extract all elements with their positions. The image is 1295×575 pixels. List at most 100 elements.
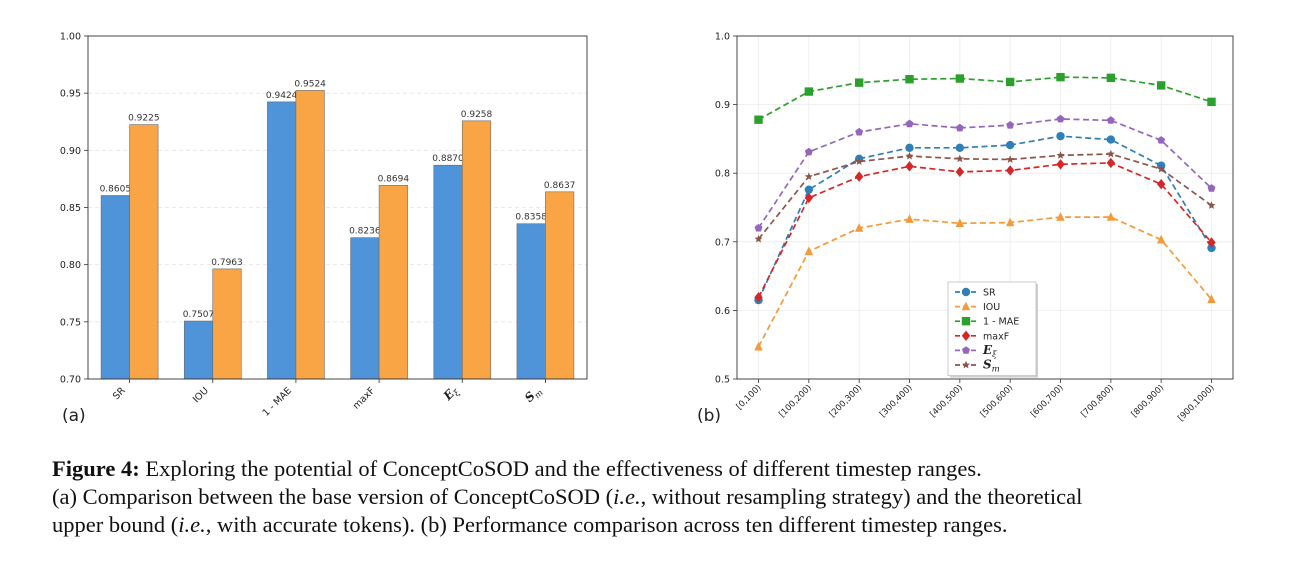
bar-base <box>100 195 130 380</box>
x-tick-label: Sm <box>522 383 546 407</box>
bar-upper <box>378 185 408 380</box>
data-point-sr <box>1207 243 1216 253</box>
data-point-maxf <box>804 192 814 204</box>
x-tick-label: [300,400) <box>878 383 915 420</box>
data-point-e <box>1006 120 1015 129</box>
x-tick-label: SR <box>111 385 128 402</box>
x-tick-label: [100,200) <box>777 383 814 420</box>
x-tick-label: [200,300) <box>828 383 865 420</box>
data-point-s-m <box>754 234 763 243</box>
series-line-maxf <box>757 162 1213 298</box>
data-point-maxf <box>1005 165 1015 176</box>
data-point-e <box>1157 136 1166 144</box>
bar-base <box>267 101 297 380</box>
legend-label-sr: SR <box>983 288 996 299</box>
data-point-maxf <box>754 292 763 303</box>
data-point-sr <box>1056 131 1065 141</box>
bar-upper <box>212 268 242 380</box>
x-tick-label: [900,1000) <box>1176 383 1216 423</box>
caption-line-2-part: , without resampling strategy) and the t… <box>640 484 1083 509</box>
caption-line-1-text: Exploring the potential of ConceptCoSOD … <box>139 456 982 481</box>
data-point-maxf <box>1106 157 1116 169</box>
legend-marker-1-mae <box>961 317 971 326</box>
legend-label-e: Eξ <box>982 343 998 360</box>
data-point-sr <box>1005 140 1015 150</box>
caption-figure-label: Figure 4: <box>52 456 140 481</box>
data-point-1-mae <box>1106 73 1116 83</box>
x-tick-label: Eξ <box>440 382 463 405</box>
legend-label-maxf: maxF <box>983 331 1009 342</box>
y-tick-label: 0.90 <box>60 146 81 157</box>
data-point-1-mae <box>1056 72 1065 82</box>
plot-frame <box>736 35 1234 380</box>
legend-label-1-mae: 1 - MAE <box>983 317 1019 328</box>
data-point-1-mae <box>905 75 914 84</box>
bar-upper <box>295 90 325 380</box>
data-point-1-mae <box>1207 97 1216 107</box>
legend-marker-iou <box>961 301 971 311</box>
bar-value-label: 0.8605 <box>100 184 132 194</box>
bar-value-label: 0.8358 <box>515 213 547 223</box>
x-tick-label: maxF <box>351 385 377 411</box>
y-tick-label: 0.95 <box>60 89 81 100</box>
data-point-1-mae <box>1156 81 1166 90</box>
data-point-e <box>905 119 914 128</box>
data-point-s-m <box>1056 151 1065 159</box>
data-point-iou <box>1005 217 1015 227</box>
data-point-e <box>1106 116 1115 124</box>
data-point-sr <box>804 185 814 194</box>
bar-value-label: 0.9424 <box>266 91 298 101</box>
bar-upper <box>461 120 492 380</box>
data-point-e <box>1207 184 1216 192</box>
data-point-sr <box>1106 135 1116 144</box>
y-tick-label: 0.5 <box>715 375 730 386</box>
data-point-s-m <box>955 154 964 163</box>
x-tick-label: [400,500) <box>928 383 965 420</box>
bar-chart-panel-a: 0.70 0.75 0.80 0.85 0.90 0.95 1.00 0.8605 0.9225… <box>60 32 588 419</box>
y-tick-label: 0.85 <box>60 203 81 214</box>
caption-line-3-part: upper bound ( <box>52 512 179 537</box>
data-point-s-m <box>804 172 813 181</box>
bar-value-label: 0.7963 <box>211 258 243 268</box>
y-tick-label: 0.70 <box>60 375 81 386</box>
bar-value-label: 0.9225 <box>128 114 160 124</box>
y-tick-label: 1.0 <box>715 32 730 43</box>
series-line-s-m <box>757 153 1212 240</box>
data-point-e <box>955 123 964 132</box>
data-point-s-m <box>1157 164 1166 173</box>
data-point-e <box>855 127 864 136</box>
legend-label-iou: IOU <box>983 302 1000 313</box>
bar-value-label: 0.9524 <box>294 79 326 89</box>
y-tick-label: 1.00 <box>60 32 81 43</box>
caption-line-3: upper bound (i.e., with accurate tokens)… <box>52 511 1282 539</box>
data-point-e <box>1056 114 1065 123</box>
line-chart-panel-b: 0.5 0.6 0.7 0.8 0.9 1.0 [0,100) [100,200) [200,3… <box>715 32 1234 423</box>
data-point-maxf <box>1156 178 1166 190</box>
plot-frame <box>87 35 588 380</box>
legend-box <box>947 281 1037 376</box>
panel-b-label: (b) <box>697 406 721 426</box>
data-point-iou <box>955 218 965 227</box>
data-point-iou <box>1207 294 1216 304</box>
legend-label-s-m: Sm <box>983 358 1000 375</box>
data-point-1-mae <box>754 115 763 124</box>
data-point-iou <box>804 246 814 256</box>
data-point-maxf <box>1056 159 1065 170</box>
data-point-s-m <box>1106 149 1115 158</box>
bar-value-label: 0.8236 <box>349 227 381 237</box>
data-point-1-mae <box>854 78 864 87</box>
x-tick-label: [500,600) <box>979 383 1016 420</box>
bar-base <box>183 320 214 380</box>
legend-marker-sr <box>961 287 971 297</box>
data-point-1-mae <box>955 74 965 83</box>
data-point-iou <box>905 214 914 223</box>
data-point-s-m <box>1006 155 1015 163</box>
bar-base <box>433 164 463 380</box>
bar-value-label: 0.7507 <box>183 310 215 320</box>
data-point-e <box>754 223 763 232</box>
bar-value-label: 0.8694 <box>378 174 410 184</box>
caption-line-1: Figure 4: Exploring the potential of Con… <box>52 455 1282 483</box>
data-point-maxf <box>955 166 965 178</box>
data-point-sr <box>955 143 965 153</box>
